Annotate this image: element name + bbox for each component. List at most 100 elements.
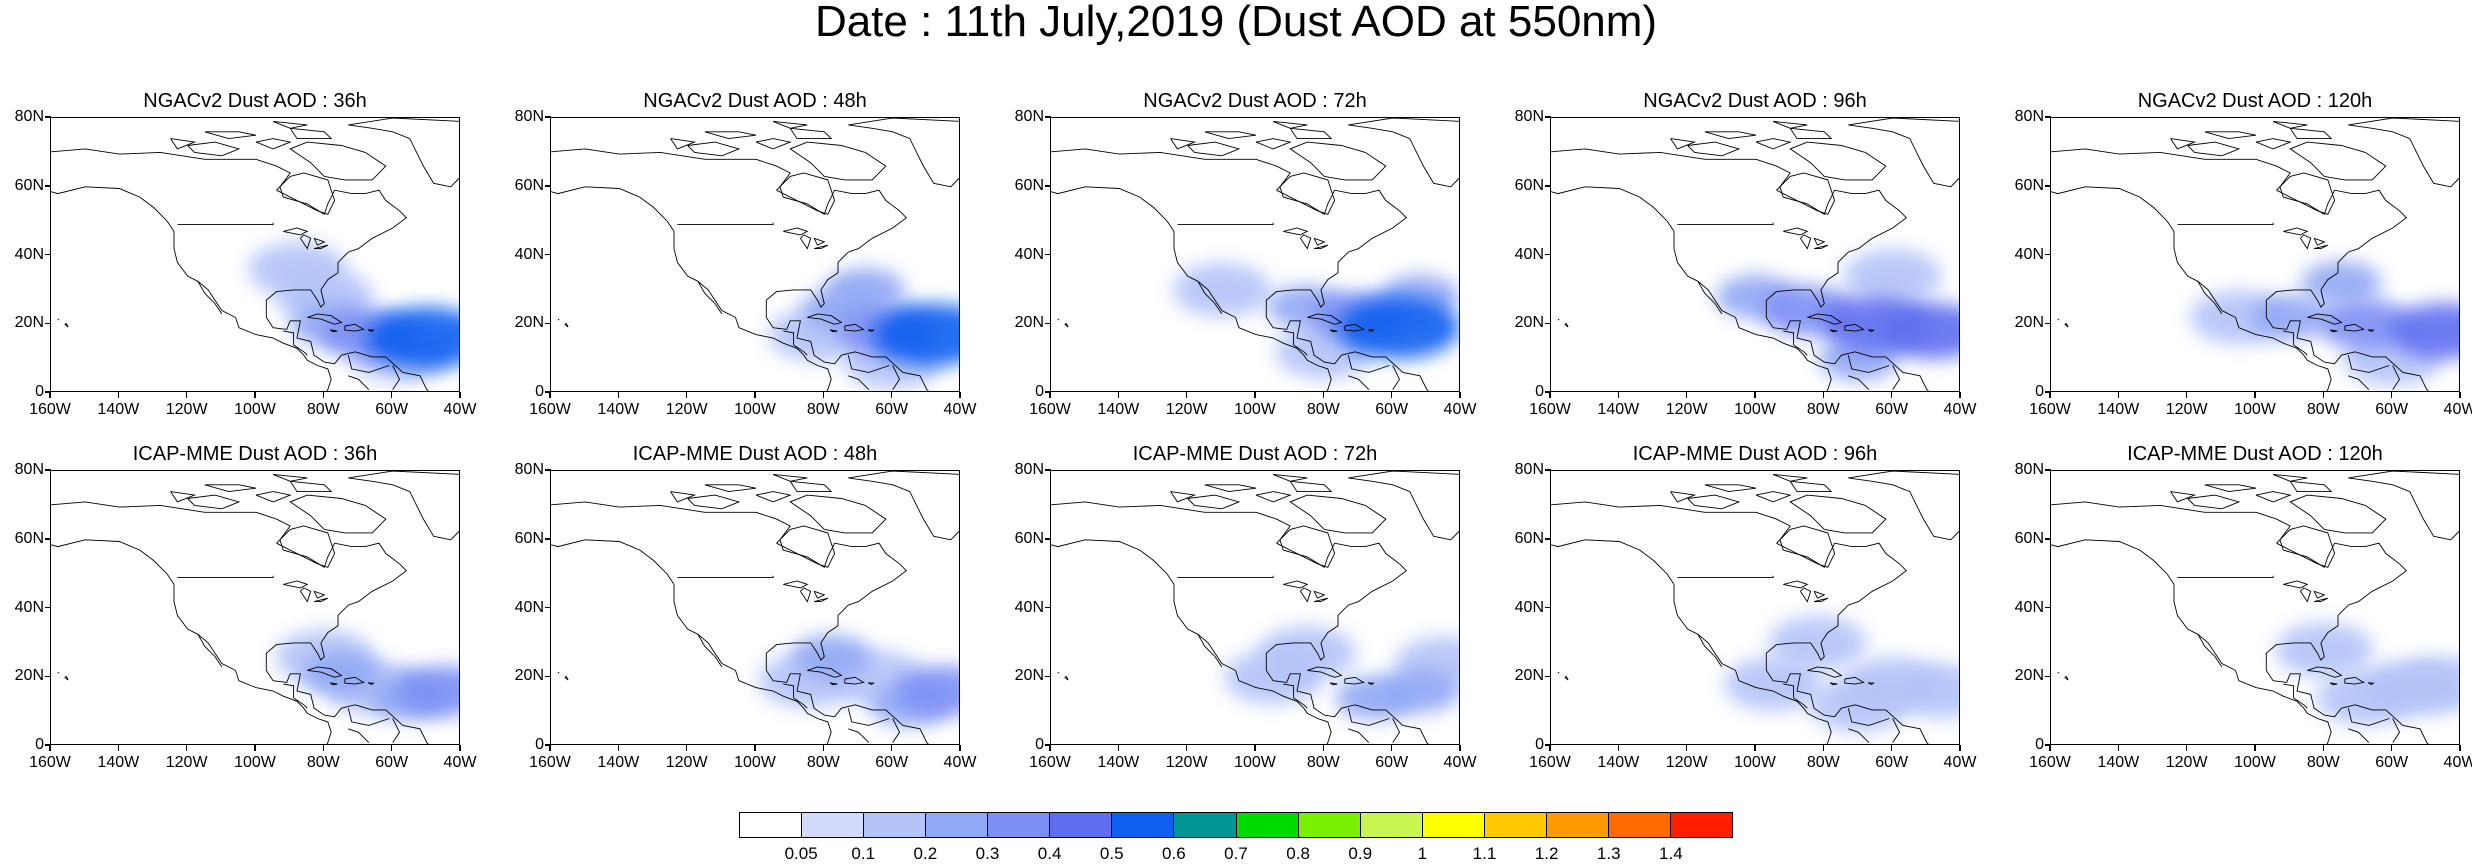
coastline: [1704, 484, 1757, 493]
coastline: [2283, 580, 2309, 589]
coastline: [2344, 676, 2365, 685]
coastline: [255, 491, 292, 503]
coastline: [1755, 491, 1792, 503]
coastline: [2276, 172, 2336, 215]
x-tick: [1390, 745, 1393, 751]
y-tick-label: 80N: [1014, 108, 1044, 125]
coastline: [1677, 575, 1774, 579]
coastline: [2300, 587, 2312, 603]
coastline: [2197, 634, 2223, 668]
coastline: [1187, 141, 1241, 157]
x-tick-label: 140W: [597, 754, 640, 771]
coastline: [283, 227, 309, 236]
x-tick: [2459, 745, 2461, 751]
dust-plume: [365, 307, 459, 369]
coastline: [347, 355, 390, 373]
coastline: [272, 473, 308, 482]
dust-plume: [896, 666, 959, 716]
colorbar-label: 0.4: [1037, 844, 1062, 863]
coastline: [557, 318, 560, 321]
map-canvas: [51, 118, 459, 391]
coastline: [1755, 138, 1792, 150]
y-tick: [545, 185, 551, 187]
y-tick-label: 0: [2035, 383, 2044, 400]
x-tick-label: 40W: [943, 754, 977, 771]
y-tick: [2045, 322, 2051, 324]
coastline: [783, 227, 809, 236]
colorbar-swatch: [864, 813, 927, 837]
y-tick: [545, 744, 551, 746]
coastline: [177, 222, 274, 226]
coastline: [772, 473, 808, 482]
coastline: [313, 590, 326, 599]
x-tick-label: 160W: [1029, 754, 1071, 771]
x-tick: [1822, 392, 1825, 398]
colorbar-labels: 0.05 0.1 0.2 0.3 0.4 0.5 0.6 0.7 0.8 0.9 1 1.1 1.2 1.…: [0, 845, 2472, 865]
y-tick: [1545, 538, 1551, 540]
y-tick-label: 0: [2035, 736, 2044, 753]
y-tick: [45, 322, 51, 324]
y-tick: [1545, 391, 1551, 393]
coastline: [789, 480, 833, 493]
colorbar-swatch: [1112, 813, 1175, 837]
dust-plume: [1768, 615, 1867, 670]
x-tick: [1322, 392, 1325, 398]
x-tick: [49, 392, 51, 398]
coastline: [1789, 494, 1887, 534]
colorbar-swatch: [1298, 813, 1361, 837]
y-tick-label: 40N: [1014, 598, 1044, 616]
y-tick: [2045, 391, 2051, 393]
x-tick: [822, 392, 825, 398]
map-plot-area: [1050, 117, 1460, 392]
x-tick-label: 60W: [375, 754, 409, 771]
x-tick-label: 120W: [1665, 754, 1708, 771]
coastline: [847, 708, 890, 726]
x-tick-label: 160W: [2029, 401, 2071, 418]
coastline: [551, 186, 832, 391]
coastline: [1329, 682, 1338, 686]
y-tick-label: 80N: [514, 461, 544, 478]
coastline: [1348, 118, 1459, 188]
coastline: [2272, 473, 2308, 482]
x-tick-label: 140W: [1597, 401, 1640, 418]
coastline: [1187, 494, 1241, 510]
coastline: [344, 676, 365, 685]
y-tick: [545, 116, 551, 118]
x-tick: [822, 745, 825, 751]
coastline: [2057, 671, 2060, 674]
y-tick-label: 60N: [2014, 176, 2044, 194]
coastline: [1557, 318, 1560, 321]
coastline: [1289, 127, 1333, 140]
map-plot-area: [2050, 117, 2460, 392]
y-tick: [2045, 253, 2051, 256]
map-canvas: [1051, 118, 1459, 391]
y-tick-label: 80N: [1014, 461, 1044, 478]
y-tick-label: 20N: [2014, 314, 2044, 332]
coastline: [1283, 330, 1295, 345]
y-tick-label: 0: [1035, 383, 1044, 400]
x-tick-label: 80W: [1806, 401, 1840, 418]
x-tick: [1754, 745, 1756, 751]
coastline: [348, 728, 370, 743]
y-tick-label: 80N: [14, 108, 44, 125]
coastline: [1313, 244, 1328, 250]
dust-plume: [1879, 303, 1959, 360]
y-tick-label: 80N: [1514, 108, 1544, 125]
map-canvas: [551, 471, 959, 744]
coastline: [704, 484, 757, 493]
x-tick: [322, 392, 325, 398]
x-tick-label: 120W: [1665, 401, 1708, 418]
colorbar: [739, 812, 1733, 838]
coastline: [829, 329, 838, 333]
colorbar-label: 1.4: [1659, 844, 1683, 863]
x-tick: [2117, 392, 2120, 398]
x-tick: [1959, 392, 1961, 398]
coastline: [2051, 186, 2332, 391]
x-tick-label: 60W: [1375, 401, 1409, 418]
map-plot-area: [550, 470, 960, 745]
coastline: [789, 127, 833, 140]
coastline: [348, 118, 459, 188]
x-tick-label: 120W: [2165, 401, 2208, 418]
coastline: [776, 172, 836, 215]
colorbar-label: 1.2: [1534, 844, 1559, 863]
